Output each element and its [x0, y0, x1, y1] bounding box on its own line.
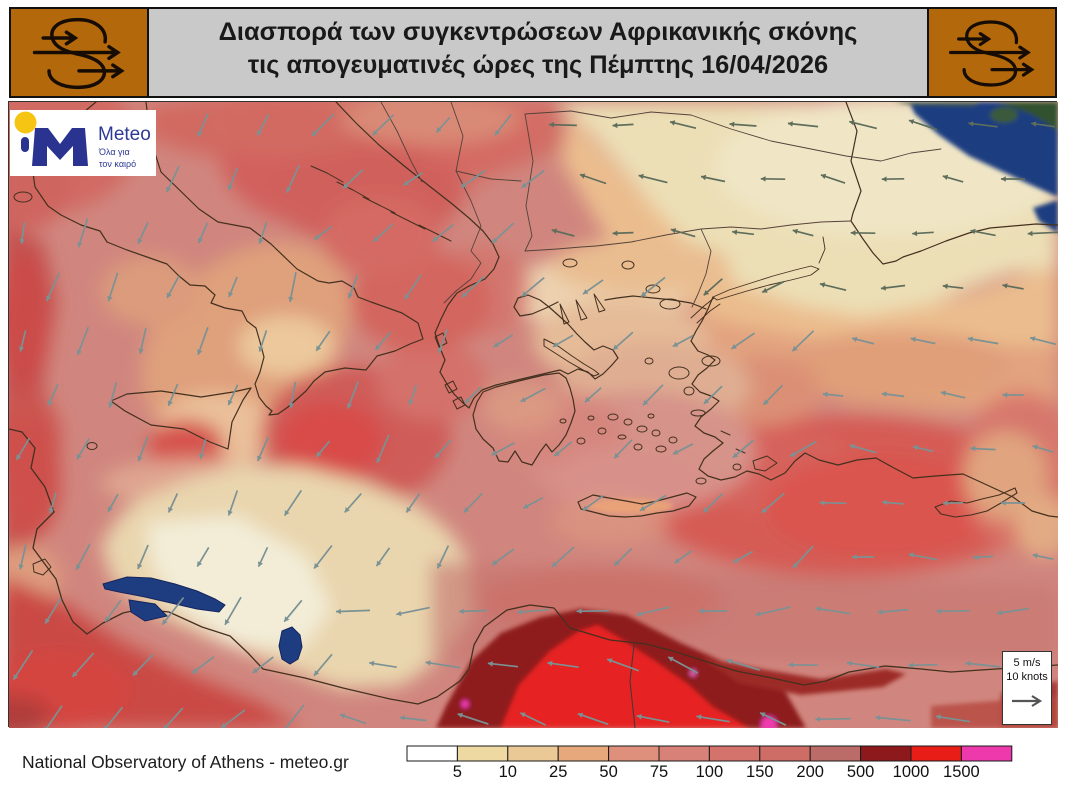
svg-text:75: 75 [650, 763, 668, 781]
svg-text:5: 5 [453, 763, 462, 781]
svg-text:500: 500 [847, 763, 875, 781]
svg-text:Όλα για: Όλα για [98, 147, 130, 157]
svg-text:1000: 1000 [893, 763, 930, 781]
svg-text:50: 50 [599, 763, 617, 781]
svg-text:200: 200 [796, 763, 824, 781]
svg-text:25: 25 [549, 763, 567, 781]
svg-text:100: 100 [696, 763, 724, 781]
svg-text:Meteo: Meteo [98, 124, 151, 145]
svg-text:1500: 1500 [943, 763, 980, 781]
svg-text:10: 10 [499, 763, 517, 781]
svg-text:τον καιρό: τον καιρό [99, 159, 136, 169]
svg-text:150: 150 [746, 763, 774, 781]
